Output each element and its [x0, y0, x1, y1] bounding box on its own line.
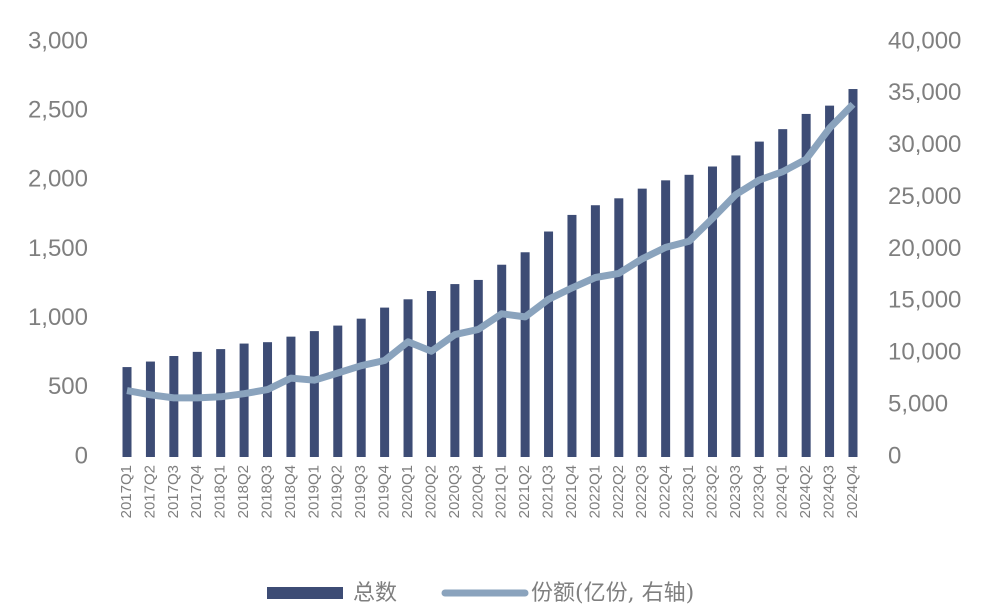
bar [614, 198, 624, 458]
x-tick-label: 2017Q3 [165, 465, 182, 518]
tick-label: 25,000 [888, 183, 961, 210]
x-tick-label: 2023Q4 [750, 465, 767, 518]
x-tick-label: 2018Q1 [212, 465, 229, 518]
x-tick-label: 2020Q3 [446, 465, 463, 518]
tick-label: 40,000 [888, 27, 961, 54]
bar [473, 279, 483, 457]
line [126, 101, 856, 402]
x-tick-label: 2020Q1 [399, 465, 416, 518]
legend-label: 总数 [353, 581, 397, 606]
bar [239, 343, 249, 457]
bar [684, 174, 694, 458]
x-tick-label: 2024Q4 [844, 465, 861, 518]
bar [590, 205, 600, 457]
tick-label: 10,000 [888, 339, 961, 366]
tick-label: 30,000 [888, 131, 961, 158]
legend-swatch [267, 587, 343, 599]
bar [145, 361, 155, 457]
tick-label: 0 [75, 442, 88, 469]
bar [637, 188, 647, 457]
x-tick-label: 2022Q3 [633, 465, 650, 518]
bar [216, 349, 226, 457]
x-tick-label: 2022Q4 [657, 465, 674, 518]
tick-label: 15,000 [888, 287, 961, 314]
x-tick-label: 2020Q2 [422, 465, 439, 518]
x-tick-label: 2021Q3 [540, 465, 557, 518]
bar [848, 89, 858, 458]
legend-label: 份额(亿份, 右轴) [531, 581, 694, 606]
bar [263, 342, 273, 457]
bar [286, 336, 296, 457]
tick-label: 3,000 [28, 27, 88, 54]
bar [450, 284, 460, 457]
bar [754, 141, 764, 457]
x-tick-label: 2019Q2 [329, 465, 346, 518]
x-tick-label: 2018Q2 [235, 465, 252, 518]
bar [122, 367, 132, 457]
bar [661, 180, 671, 458]
tick-label: 20,000 [888, 235, 961, 262]
bar [567, 214, 577, 457]
tick-label: 1,000 [28, 304, 88, 331]
bar [825, 105, 835, 457]
bar [707, 166, 717, 457]
x-tick-label: 2019Q4 [376, 465, 393, 518]
bar [520, 252, 530, 457]
bar [731, 155, 741, 457]
x-tick-label: 2018Q3 [258, 465, 275, 518]
bar [497, 264, 507, 457]
x-tick-label: 2018Q4 [282, 465, 299, 518]
bar [778, 129, 788, 457]
x-tick-label: 2023Q2 [703, 465, 720, 518]
tick-label: 5,000 [888, 390, 948, 417]
bar [309, 331, 319, 457]
tick-label: 2,500 [28, 97, 88, 124]
bar [403, 299, 413, 457]
x-tick-label: 2023Q3 [727, 465, 744, 518]
bar [356, 318, 366, 457]
x-tick-label: 2021Q1 [493, 465, 510, 518]
x-tick-label: 2017Q2 [141, 465, 158, 518]
tick-label: 1,500 [28, 235, 88, 262]
bar [333, 325, 343, 457]
tick-label: 2,000 [28, 166, 88, 193]
tick-label: 0 [888, 442, 901, 469]
bar [801, 113, 811, 457]
tick-label: 500 [48, 373, 88, 400]
x-tick-label: 2020Q4 [469, 465, 486, 518]
x-tick-label: 2019Q1 [305, 465, 322, 518]
x-tick-label: 2022Q1 [586, 465, 603, 518]
bar [192, 351, 202, 457]
x-tick-label: 2017Q1 [118, 465, 135, 518]
x-tick-label: 2019Q3 [352, 465, 369, 518]
x-tick-label: 2017Q4 [188, 465, 205, 518]
x-tick-label: 2024Q1 [774, 465, 791, 518]
bar [380, 307, 390, 457]
bar [426, 291, 436, 457]
bar [169, 356, 179, 457]
x-tick-label: 2021Q4 [563, 465, 580, 518]
x-tick-label: 2021Q2 [516, 465, 533, 518]
x-tick-label: 2023Q1 [680, 465, 697, 518]
x-tick-label: 2024Q2 [797, 465, 814, 518]
x-tick-label: 2022Q2 [610, 465, 627, 518]
x-tick-label: 2024Q3 [821, 465, 838, 518]
bar [544, 231, 554, 457]
tick-label: 35,000 [888, 79, 961, 106]
